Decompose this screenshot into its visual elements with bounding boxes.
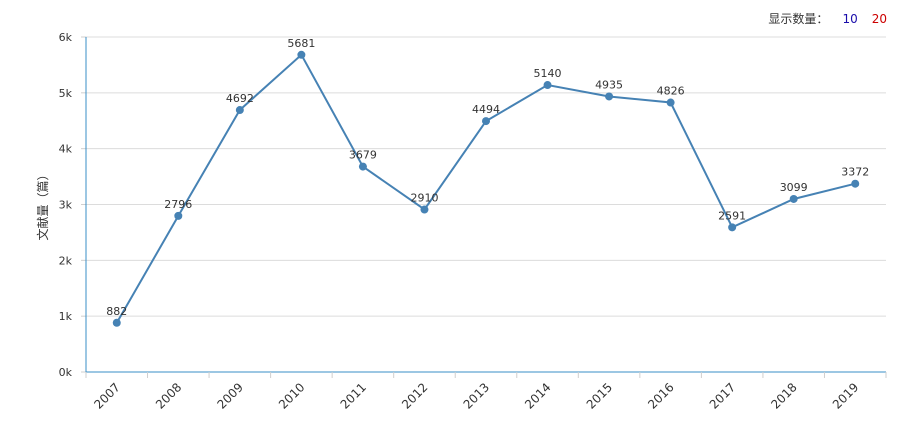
grid-lines bbox=[86, 36, 886, 317]
y-axis-label: 文献量（篇） bbox=[35, 168, 50, 240]
data-label: 4494 bbox=[472, 103, 500, 116]
x-tick-label: 2012 bbox=[399, 380, 430, 411]
count-option-10[interactable]: 10 bbox=[842, 12, 858, 26]
data-point[interactable] bbox=[666, 98, 675, 107]
data-point[interactable] bbox=[789, 194, 798, 203]
data-point[interactable] bbox=[112, 318, 121, 327]
display-count-label: 显示数量： bbox=[768, 12, 829, 26]
data-label: 4935 bbox=[595, 78, 623, 91]
data-label: 5140 bbox=[534, 67, 562, 80]
data-point[interactable] bbox=[728, 223, 737, 232]
data-point[interactable] bbox=[482, 117, 490, 126]
data-label: 2796 bbox=[164, 198, 192, 211]
data-label: 4692 bbox=[226, 92, 254, 105]
y-tick-label: 1k bbox=[59, 310, 73, 323]
x-tick-label: 2008 bbox=[153, 380, 184, 411]
y-tick-label: 6k bbox=[59, 31, 73, 44]
x-tick-label: 2013 bbox=[461, 380, 492, 411]
x-tick-label: 2010 bbox=[276, 380, 307, 411]
data-point[interactable] bbox=[605, 92, 614, 101]
x-tick-label: 2019 bbox=[830, 380, 861, 411]
data-label: 5681 bbox=[287, 37, 315, 50]
data-point[interactable] bbox=[543, 81, 552, 90]
data-labels: 882 2796 4692 5681 3679 2910 4494 5140 4935 4826 2… bbox=[106, 37, 869, 318]
data-label: 2910 bbox=[410, 192, 438, 205]
x-tick-label: 2017 bbox=[707, 380, 738, 411]
data-label: 2591 bbox=[718, 209, 746, 222]
x-tick-label: 2016 bbox=[645, 380, 676, 411]
y-tick-label: 2k bbox=[59, 254, 73, 267]
series-line-group bbox=[112, 50, 860, 327]
y-axis-ticks: 0k 1k 2k 3k 4k 5k 6k bbox=[59, 31, 87, 379]
x-tick-label: 2015 bbox=[584, 380, 615, 411]
data-point[interactable] bbox=[851, 179, 860, 188]
data-label: 4826 bbox=[657, 85, 685, 98]
y-tick-label: 0k bbox=[59, 366, 73, 379]
data-point[interactable] bbox=[358, 162, 367, 171]
x-tick-label: 2014 bbox=[522, 380, 553, 411]
data-point[interactable] bbox=[297, 50, 306, 59]
count-option-20[interactable]: 20 bbox=[871, 12, 887, 26]
data-label: 3372 bbox=[841, 166, 869, 179]
y-tick-label: 5k bbox=[59, 87, 73, 100]
data-point[interactable] bbox=[235, 106, 244, 115]
data-point[interactable] bbox=[174, 211, 183, 220]
x-tick-label: 2007 bbox=[91, 380, 122, 411]
data-point[interactable] bbox=[420, 205, 429, 214]
x-axis: 2007 2008 2009 2010 2011 2012 2013 2014 2015 2016… bbox=[85, 371, 887, 412]
y-tick-label: 4k bbox=[59, 143, 73, 156]
data-label: 3679 bbox=[349, 149, 377, 162]
x-tick-label: 2018 bbox=[768, 380, 799, 411]
x-tick-label: 2011 bbox=[338, 380, 369, 411]
y-tick-label: 3k bbox=[59, 199, 73, 212]
data-label: 3099 bbox=[780, 181, 808, 194]
data-label: 882 bbox=[106, 305, 127, 318]
x-tick-label: 2009 bbox=[214, 380, 245, 411]
display-count-control: 显示数量： 10 20 bbox=[768, 10, 887, 27]
